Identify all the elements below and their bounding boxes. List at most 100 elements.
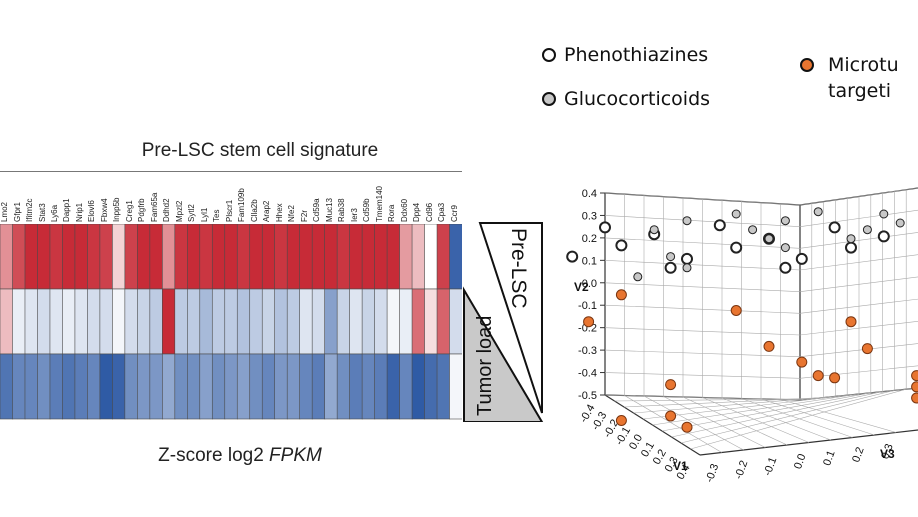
heatmap-cell	[112, 224, 126, 290]
heatmap-cell	[99, 224, 113, 290]
v2-tick-label: -0.3	[578, 345, 597, 357]
heatmap-cell	[236, 288, 251, 355]
heatmap-title-divider	[0, 171, 462, 172]
heatmap-cell	[0, 224, 14, 290]
scatter-point	[911, 370, 918, 382]
heatmap-cell	[149, 288, 163, 355]
axis-line	[643, 395, 744, 451]
scatter-point	[763, 340, 775, 352]
heatmap-cell	[299, 353, 313, 420]
v2-tick-label: -0.5	[578, 390, 597, 402]
axis-line	[604, 237, 801, 249]
axis-line	[682, 396, 788, 446]
heatmap-cell	[436, 224, 451, 290]
heatmap-cell	[62, 288, 76, 355]
heatmap-cell	[274, 224, 288, 290]
gene-label: Lyl1	[199, 207, 209, 222]
heatmap-cell	[324, 353, 338, 420]
gene-label: Dpp4	[412, 202, 422, 222]
pre-lsc-triangle	[478, 222, 543, 414]
heatmap-cell	[187, 288, 201, 355]
v2-tick-label: 0.2	[582, 233, 597, 245]
heatmap-cell	[311, 353, 326, 420]
gene-label: Sytl2	[187, 204, 197, 222]
row-annotation: Pre-LSC Tumor load	[463, 222, 544, 422]
heatmap-caption: Z-score log2 FPKM	[100, 445, 380, 467]
tumor-load-triangle	[463, 286, 544, 422]
scatter-point	[730, 241, 743, 254]
gene-label: Ifitm2c	[25, 198, 34, 222]
caption-prefix: Z-score log2	[158, 445, 270, 466]
scatter-point	[681, 421, 693, 433]
tumor-load-label: Tumor load	[474, 316, 496, 416]
axis-line	[604, 282, 801, 292]
scatter-point	[813, 207, 823, 217]
heatmap-cell	[249, 353, 263, 420]
heatmap-cell	[124, 224, 138, 290]
heatmap-cell	[112, 288, 126, 355]
scatter-point	[730, 305, 742, 316]
axis-line	[799, 321, 918, 336]
heatmap-cell	[199, 353, 213, 420]
scatter-ticks: 0.40.30.20.10.0-0.1-0.2-0.3-0.4-0.5-0.4-…	[578, 188, 896, 484]
heatmap-cell	[87, 224, 101, 290]
axis-line	[652, 393, 860, 426]
heatmap-cell	[12, 353, 26, 420]
v1-axis-label: V1	[673, 459, 688, 473]
heatmap-cell	[62, 224, 76, 290]
heatmap-cell	[349, 353, 363, 420]
heatmap-cell	[374, 353, 388, 420]
v3-tick-label: 0.1	[821, 449, 838, 467]
axis-line	[799, 343, 918, 357]
scatter-point	[615, 239, 628, 252]
gene-label: Elovl6	[87, 200, 97, 222]
heatmap-cell	[286, 224, 301, 290]
heatmap-title: Pre-LSC stem cell signature	[141, 140, 379, 161]
scatter-point	[877, 230, 890, 243]
axis-line	[663, 396, 766, 448]
scatter-point	[911, 392, 918, 404]
scatter-point	[615, 415, 627, 426]
axis-line	[780, 399, 897, 433]
axis-line	[799, 254, 918, 271]
heatmap-cell	[249, 224, 263, 290]
heatmap-cell	[124, 288, 138, 355]
heatmap-cell	[424, 353, 438, 420]
gene-label: Pdgfrb	[137, 198, 147, 222]
v2-tick-label: 0.1	[582, 255, 597, 267]
scatter-point	[828, 221, 841, 234]
heatmap-cell	[261, 353, 276, 420]
heatmap-cell	[174, 224, 188, 290]
v2-tick-label: 0.0	[582, 278, 597, 290]
heatmap-cell	[162, 288, 176, 355]
gene-label: Creg1	[124, 200, 134, 222]
axis-line	[799, 298, 918, 314]
gene-label: Fbxw4	[99, 198, 109, 222]
scatter-point	[666, 252, 676, 262]
v2-tick-label: 0.3	[582, 210, 597, 222]
gene-label: Cpa3	[437, 202, 446, 222]
pca-3d-scatter: 0.40.30.20.10.0-0.1-0.2-0.3-0.4-0.5-0.4-…	[566, 187, 918, 484]
axis-line	[680, 390, 895, 444]
scatter-point	[682, 263, 692, 273]
heatmap-cell	[311, 224, 326, 290]
legend-dot-icon	[800, 58, 814, 72]
heatmap-cell	[236, 224, 251, 290]
heatmap-cell	[211, 288, 226, 355]
axis-line	[741, 398, 853, 438]
gene-label: Rab38	[337, 198, 347, 222]
gene-label: F2r	[299, 210, 309, 222]
scatter-point	[796, 356, 808, 368]
scatter-point	[599, 221, 611, 234]
gene-label: Ccr9	[449, 205, 459, 222]
v3-axis-label: V3	[880, 447, 895, 461]
heatmap-cell	[37, 288, 51, 355]
heatmap-cell	[0, 288, 14, 355]
v3-tick-label: -0.1	[762, 456, 780, 478]
gene-label: Rora	[387, 204, 397, 222]
axis-line	[671, 391, 883, 438]
heatmap-cell	[174, 353, 188, 420]
axis-line	[799, 209, 918, 227]
heatmap-cell	[87, 288, 101, 355]
legend-label: Microtu targeti	[828, 52, 899, 104]
